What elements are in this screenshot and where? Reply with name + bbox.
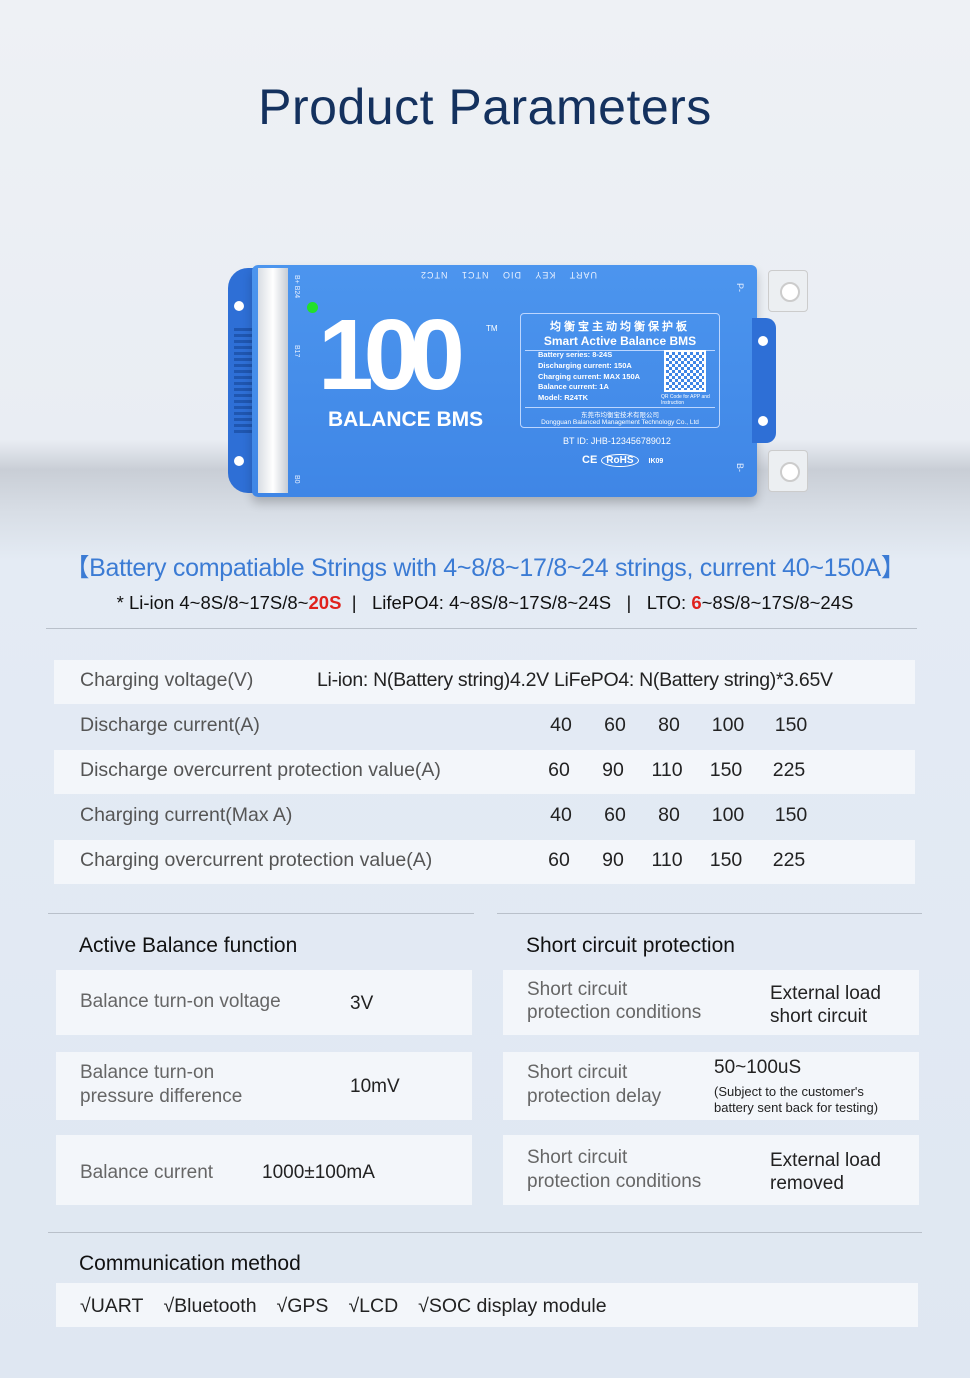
trademark: TM: [486, 324, 498, 333]
balance-card: Balance turn-on voltage 3V: [56, 970, 472, 1035]
side-label: B0: [293, 475, 300, 484]
product-label: 均衡宝主动均衡保护板 Smart Active Balance BMS Batt…: [520, 313, 720, 428]
side-label: B+ B24: [293, 275, 300, 299]
right-end-cap: [752, 318, 776, 443]
row-value: 40: [550, 714, 572, 736]
row-value: 60: [604, 714, 626, 736]
certifications: CE RoHS IK09: [582, 454, 663, 467]
comm-heading: Communication method: [79, 1252, 301, 1275]
label-specs: Battery series: 8-24S Discharging curren…: [538, 350, 641, 403]
ik-rating: IK09: [648, 458, 664, 465]
divider: [48, 913, 474, 914]
p-minus-terminal: [768, 270, 808, 312]
row-value: 110: [651, 759, 683, 781]
terminal-label: B-: [735, 463, 745, 472]
table-row: Charging current(Max A) 40 60 80 100 150: [54, 795, 915, 839]
brand-logo-text: BALANCE BMS: [328, 408, 484, 431]
comm-item: √LCD: [348, 1295, 399, 1317]
comm-item: √Bluetooth: [163, 1295, 257, 1317]
row-value: 60: [548, 759, 570, 781]
balance-card: Balance current 1000±100mA: [56, 1135, 472, 1205]
row-label: Charging overcurrent protection value(A): [80, 849, 433, 871]
connector-rail: [258, 268, 288, 493]
qr-code: [664, 350, 706, 392]
comm-methods: √UART √Bluetooth √GPS √LCD √SOC display modu…: [56, 1283, 918, 1327]
table-row: Charging overcurrent protection value(A)…: [54, 840, 915, 884]
table-row: Charging voltage(V) Li-ion: N(Battery st…: [54, 660, 915, 704]
row-value: 60: [548, 849, 570, 871]
row-value: 90: [602, 759, 624, 781]
row-label: Charging current(Max A): [80, 804, 293, 826]
row-value: 100: [711, 714, 745, 736]
side-label: B17: [293, 345, 300, 358]
row-value: 150: [709, 849, 743, 871]
company: 东莞市均衡宝技术有限公司 Dongguan Balanced Managemen…: [525, 407, 715, 426]
short-card: Short circuit protection conditions Exte…: [503, 1135, 919, 1205]
balance-heading: Active Balance function: [79, 934, 298, 957]
row-label: Discharge current(A): [80, 714, 260, 736]
table-row: Discharge overcurrent protection value(A…: [54, 750, 915, 794]
row-value: 225: [772, 849, 806, 871]
table-row: Discharge current(A) 40 60 80 100 150: [54, 705, 915, 749]
balance-card: Balance turn-on pressure difference 10mV: [56, 1052, 472, 1120]
row-value: 80: [658, 714, 680, 736]
row-value: 110: [651, 849, 683, 871]
row-value: 100: [711, 804, 745, 826]
terminal-label: P-: [735, 283, 745, 292]
status-led: [307, 302, 318, 313]
short-card: Short circuit protection delay 50~100uS …: [503, 1052, 919, 1120]
row-value: 90: [602, 849, 624, 871]
row-value: 150: [709, 759, 743, 781]
ce-mark: CE: [582, 454, 598, 466]
compat-heading: 【Battery compatiable Strings with 4~8/8~…: [64, 554, 906, 582]
comm-item: √UART: [80, 1295, 144, 1317]
row-value: 80: [658, 804, 680, 826]
comm-item: √GPS: [276, 1295, 329, 1317]
label-en: Smart Active Balance BMS: [525, 334, 715, 351]
comm-item: √SOC display module: [418, 1295, 607, 1317]
page-title: Product Parameters: [258, 79, 712, 135]
rohs-mark: RoHS: [601, 454, 639, 467]
divider: [46, 628, 917, 629]
mount-hole: [234, 301, 244, 311]
divider: [497, 913, 922, 914]
row-value: 40: [550, 804, 572, 826]
b-minus-terminal: [768, 450, 808, 492]
short-heading: Short circuit protection: [526, 934, 735, 957]
pin-labels: UART KEY DIO NTC1 NTC2: [420, 270, 598, 280]
row-value: 150: [774, 714, 808, 736]
row-value: 60: [604, 804, 626, 826]
brand-logo-number: 100: [318, 299, 465, 411]
short-card: Short circuit protection conditions Exte…: [503, 970, 919, 1035]
label-cn: 均衡宝主动均衡保护板: [550, 321, 690, 333]
row-label: Discharge overcurrent protection value(A…: [80, 759, 441, 781]
mount-hole: [234, 456, 244, 466]
divider: [48, 1232, 922, 1233]
strings-line: * Li-ion 4~8S/8~17S/8~20S | LifePO4: 4~8…: [116, 592, 854, 613]
qr-caption: QR Code for APP and Instruction: [661, 394, 710, 406]
bt-id: BT ID: JHB-123456789012: [563, 436, 671, 446]
row-value: 150: [774, 804, 808, 826]
row-value: 225: [772, 759, 806, 781]
